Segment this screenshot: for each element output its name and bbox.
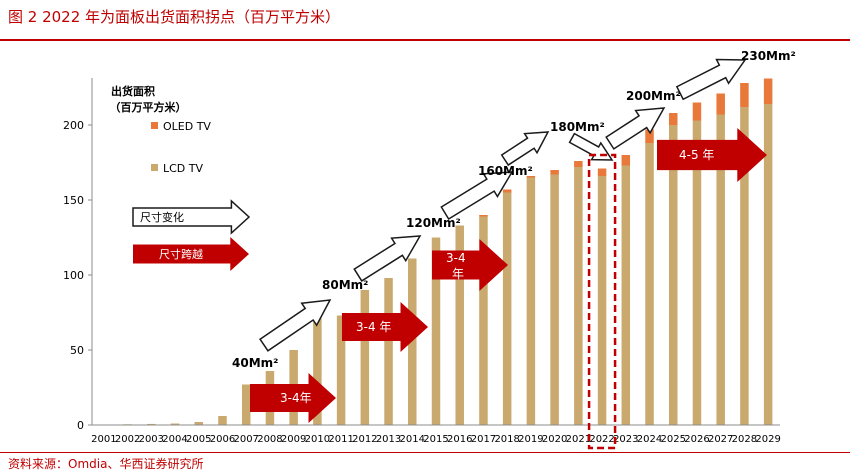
bar-lcd-2013: [384, 278, 393, 425]
size-change-arrow-1: [257, 289, 338, 356]
x-tick-label: 2028: [732, 434, 757, 445]
x-tick-label: 2003: [139, 434, 164, 445]
x-tick-label: 2017: [471, 434, 496, 445]
x-tick-label: 2021: [566, 434, 591, 445]
x-tick-label: 2008: [257, 434, 282, 445]
y-tick-label: 0: [77, 419, 84, 432]
footer-divider: [0, 452, 850, 453]
size-label-2: 80Mm²: [322, 278, 368, 292]
size-label-1: 40Mm²: [232, 356, 278, 370]
source-note: 资料来源：Omdia、华西证券研究所: [8, 455, 203, 472]
size-jump-label-3b: 年: [452, 267, 464, 281]
size-jump-label-3a: 3-4: [446, 251, 466, 265]
bar-lcd-2029: [764, 104, 773, 425]
bar-lcd-2012: [361, 290, 370, 425]
bar-oled-2026: [693, 103, 702, 121]
x-tick-label: 2019: [518, 434, 543, 445]
size-label-6: 200Mm²: [626, 89, 681, 103]
x-tick-label: 2015: [423, 434, 448, 445]
legend-label-oled: OLED TV: [163, 120, 211, 133]
x-tick-label: 2007: [233, 434, 258, 445]
x-tick-label: 2006: [210, 434, 235, 445]
bar-oled-2029: [764, 79, 773, 105]
size-jump-label-1: 3-4年: [280, 391, 312, 405]
bar-oled-2020: [550, 170, 559, 175]
y-tick-label: 50: [70, 344, 84, 357]
x-tick-label: 2029: [755, 434, 780, 445]
size-jump-label-2: 3-4 年: [356, 320, 391, 334]
legend-swatch-oled: [151, 122, 158, 129]
bar-oled-2023: [622, 155, 631, 166]
bar-lcd-2021: [574, 167, 583, 425]
bar-oled-2028: [740, 83, 749, 107]
x-tick-label: 2023: [613, 434, 638, 445]
y-axis-label-line1: 出货面积: [111, 84, 155, 98]
x-tick-label: 2001: [91, 434, 116, 445]
x-tick-label: 2022: [589, 434, 614, 445]
legend-swatch-lcd: [151, 164, 158, 171]
y-tick-label: 150: [63, 194, 84, 207]
x-tick-label: 2010: [305, 434, 330, 445]
size-label-3: 120Mm²: [406, 216, 461, 230]
x-tick-label: 2011: [328, 434, 353, 445]
size-change-arrow-4: [499, 122, 554, 169]
x-tick-label: 2013: [376, 434, 401, 445]
bar-lcd-2018: [503, 193, 512, 426]
x-tick-label: 2005: [186, 434, 211, 445]
size-label-4: 160Mm²: [478, 164, 533, 178]
x-tick-label: 2009: [281, 434, 306, 445]
bar-lcd-2022: [598, 176, 607, 425]
bar-oled-2018: [503, 190, 512, 193]
bar-lcd-2024: [645, 143, 654, 425]
bar-oled-2025: [669, 113, 678, 125]
y-axis-label-line2: （百万平方米）: [110, 100, 187, 114]
bar-oled-2027: [716, 94, 725, 115]
bar-oled-2017: [479, 215, 488, 217]
x-tick-label: 2014: [400, 434, 425, 445]
legend-label-lcd: LCD TV: [163, 162, 203, 175]
legend-arrow-size-change-label: 尺寸变化: [140, 210, 184, 224]
x-tick-label: 2020: [542, 434, 567, 445]
x-tick-label: 2018: [494, 434, 519, 445]
x-tick-label: 2025: [661, 434, 686, 445]
bar-lcd-2006: [218, 416, 227, 425]
bar-lcd-2020: [550, 175, 559, 426]
size-jump-label-4: 4-5 年: [679, 148, 714, 162]
x-tick-label: 2004: [162, 434, 187, 445]
x-tick-label: 2012: [352, 434, 377, 445]
bar-oled-2021: [574, 161, 583, 167]
x-tick-label: 2024: [637, 434, 662, 445]
y-tick-label: 100: [63, 269, 84, 282]
size-jump-arrow-3: [432, 239, 508, 291]
x-tick-label: 2002: [115, 434, 140, 445]
bar-lcd-2023: [622, 166, 631, 426]
bar-oled-2022: [598, 169, 607, 177]
size-label-5: 180Mm²: [550, 120, 605, 134]
x-tick-label: 2016: [447, 434, 472, 445]
x-tick-label: 2026: [684, 434, 709, 445]
y-tick-label: 200: [63, 119, 84, 132]
size-label-7: 230Mm²: [741, 49, 796, 63]
bar-lcd-2019: [527, 178, 536, 426]
bar-lcd-2007: [242, 385, 251, 426]
x-tick-label: 2027: [708, 434, 733, 445]
legend-arrow-size-jump-label: 尺寸跨越: [159, 247, 203, 261]
size-change-arrow-7: [674, 48, 751, 105]
